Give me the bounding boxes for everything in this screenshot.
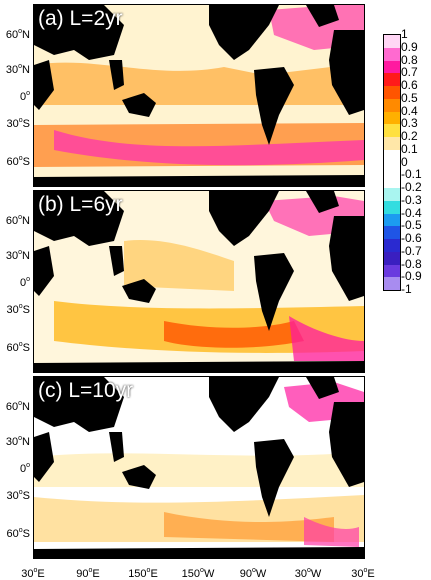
colorbar-segment — [384, 251, 400, 265]
colorbar-segment — [384, 73, 400, 86]
colorbar-segment — [384, 213, 400, 227]
lat-label: 60oS — [6, 155, 31, 168]
lat-label: 60oN — [5, 214, 30, 227]
colorbar-segment — [384, 86, 400, 99]
panel-a: (a) L=2yr — [33, 4, 365, 187]
colorbar-segment — [384, 111, 400, 125]
colorbar-segment — [384, 239, 400, 252]
panel-c: (c) L=10yr — [33, 376, 365, 559]
lon-label: 90oE — [76, 567, 100, 580]
map-b — [34, 191, 364, 372]
colorbar-tick-label: -0.6 — [401, 231, 422, 245]
map-a — [34, 5, 364, 186]
colorbar-segment — [384, 124, 400, 137]
colorbar-tick-label: 0.2 — [401, 129, 418, 143]
map-c — [34, 377, 364, 558]
lat-label: 60oS — [6, 341, 31, 354]
colorbar-segment — [384, 277, 400, 290]
lat-label: 30oN — [5, 435, 30, 448]
lat-label: 30oS — [6, 117, 31, 130]
panel-a-label: (a) L=2yr — [38, 7, 123, 30]
colorbar-segment — [384, 35, 400, 48]
colorbar-segment — [384, 226, 400, 239]
panel-c-label: (c) L=10yr — [38, 379, 134, 402]
colorbar-tick-label: 0.5 — [401, 90, 418, 105]
colorbar-tick-label: 0.8 — [401, 52, 418, 67]
lat-label: 30oS — [6, 303, 31, 316]
colorbar-tick-label: -0.2 — [401, 180, 422, 194]
lat-label: 30oS — [6, 489, 31, 502]
colorbar-tick-label: 0 — [401, 154, 408, 169]
colorbar-tick-label: -0.5 — [401, 218, 422, 233]
colorbar — [383, 34, 401, 291]
lat-label: 0o — [19, 90, 30, 103]
colorbar-tick-label: -0.1 — [401, 167, 422, 182]
colorbar-tick-label: 0.4 — [401, 103, 418, 118]
lon-label: 90oW — [239, 567, 267, 580]
colorbar-tick-label: -1 — [401, 282, 412, 296]
colorbar-tick-label: 0.6 — [401, 78, 418, 92]
lon-label: 30oE — [21, 567, 45, 580]
lon-label: 30oE — [351, 567, 375, 580]
lat-label: 30oN — [5, 249, 30, 262]
lat-label: 60oS — [6, 527, 31, 540]
colorbar-tick-label: 1 — [401, 27, 408, 41]
lat-label: 60oN — [5, 28, 30, 41]
colorbar-segment — [384, 162, 400, 176]
lat-label: 60oN — [5, 400, 30, 413]
panel-b: (b) L=6yr — [33, 190, 365, 373]
colorbar-segment — [384, 47, 400, 61]
panel-b-label: (b) L=6yr — [38, 193, 123, 216]
colorbar-segment — [384, 98, 400, 112]
colorbar-tick-label: 0.7 — [401, 65, 418, 80]
colorbar-tick-label: -0.8 — [401, 256, 422, 271]
colorbar-tick-label: -0.3 — [401, 192, 422, 207]
colorbar-segment — [384, 149, 400, 163]
lon-label: 150oW — [181, 567, 215, 580]
colorbar-tick-label: -0.7 — [401, 243, 422, 258]
lon-label: 30oW — [294, 567, 322, 580]
colorbar-tick-label: -0.9 — [401, 269, 422, 284]
colorbar-segment — [384, 188, 400, 201]
colorbar-tick-label: 0.9 — [401, 39, 418, 54]
lon-label: 150oE — [128, 567, 158, 580]
colorbar-segment — [384, 137, 400, 150]
colorbar-segment — [384, 175, 400, 188]
colorbar-tick-label: 0.3 — [401, 116, 418, 131]
lat-label: 0o — [19, 276, 30, 289]
lat-label: 0o — [19, 462, 30, 475]
colorbar-segment — [384, 200, 400, 214]
colorbar-tick-label: 0.1 — [401, 141, 418, 156]
colorbar-segment — [384, 60, 400, 74]
colorbar-tick-label: -0.4 — [401, 205, 422, 220]
colorbar-segment — [384, 264, 400, 278]
lat-label: 30oN — [5, 63, 30, 76]
